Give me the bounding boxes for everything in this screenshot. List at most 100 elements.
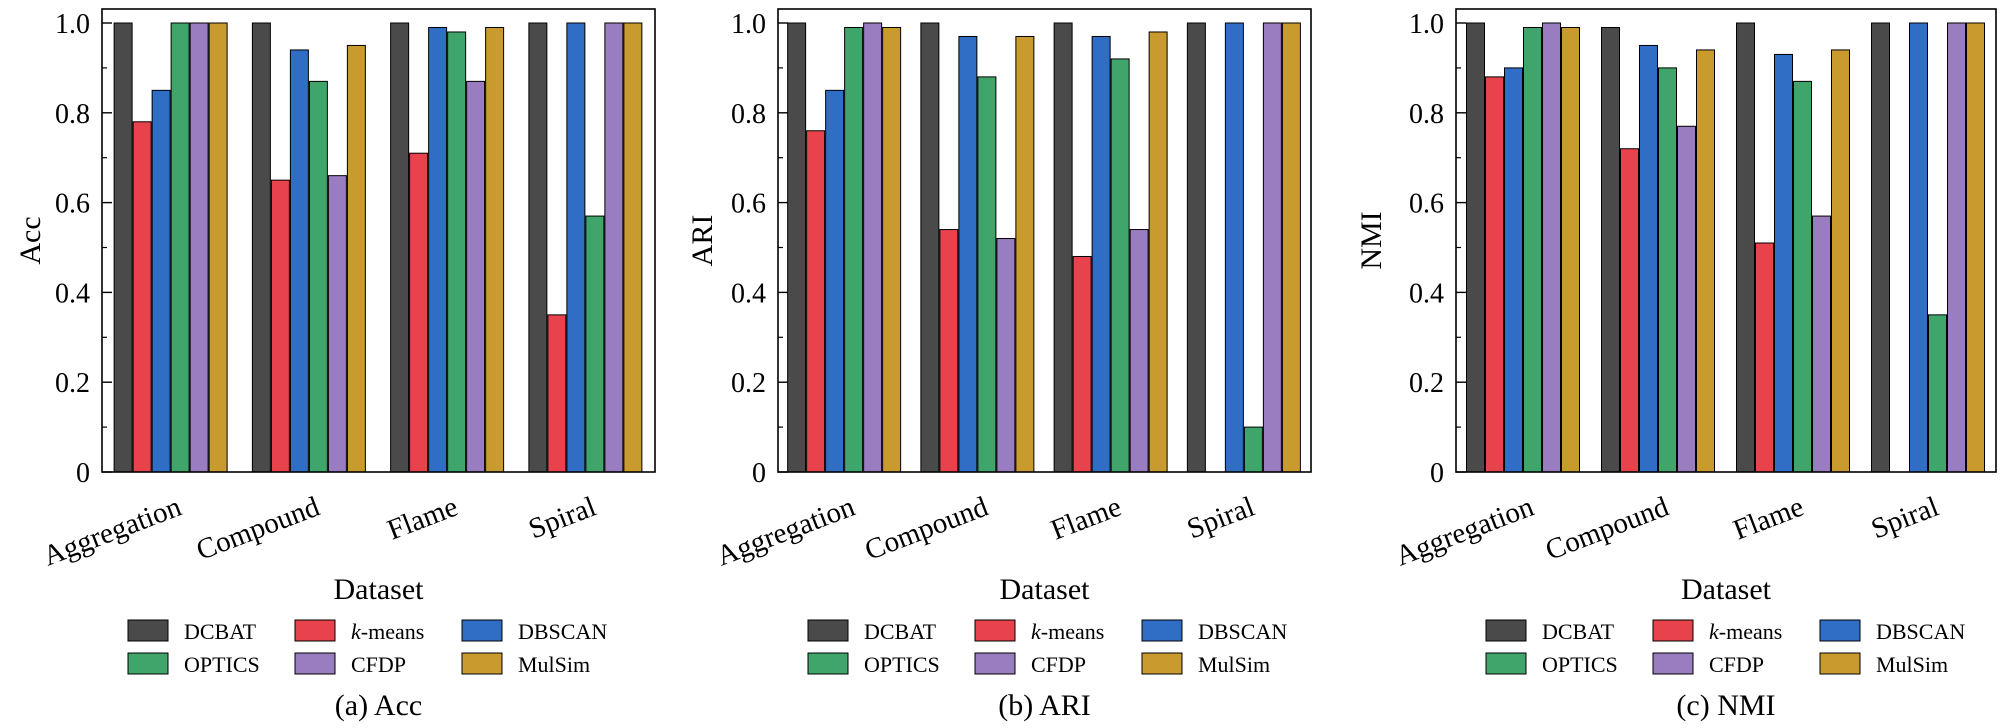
y-tick-label: 0.8 (1409, 99, 1444, 130)
legend-swatch (807, 619, 849, 642)
bar-dcbat-flame (390, 22, 410, 473)
legend-label: OPTICS (184, 652, 260, 677)
bar-cfdp-spiral (1947, 22, 1966, 473)
y-tick-label: 0.2 (731, 368, 766, 399)
bar-dbscan-flame (1774, 53, 1793, 473)
x-tick-label: Flame (1046, 491, 1125, 547)
y-tick-label: 0.8 (55, 99, 90, 130)
legend-label: OPTICS (1542, 652, 1618, 677)
bar-k-means-compound (270, 179, 290, 473)
bar-k-means-flame (1072, 255, 1092, 473)
y-tick-label: 0 (76, 458, 90, 489)
legend-swatch (294, 619, 336, 642)
legend-label: DBSCAN (1198, 619, 1287, 644)
legend-swatch (1819, 652, 1861, 675)
legend-label: MulSim (1198, 652, 1270, 677)
x-axis-label: Dataset (1000, 573, 1091, 606)
bar-dbscan-flame (1091, 35, 1111, 473)
panel-caption: (a) Acc (335, 689, 422, 722)
x-tick-label: Flame (1729, 491, 1808, 547)
bar-dcbat-aggregation (113, 22, 133, 473)
bar-k-means-flame (1755, 242, 1774, 473)
legend-swatch (974, 652, 1016, 675)
bar-dcbat-aggregation (787, 22, 807, 473)
bar-mulsim-compound (1696, 49, 1715, 473)
bar-optics-spiral (1928, 314, 1947, 473)
bar-optics-aggregation (1523, 26, 1542, 473)
legend-swatch (1652, 619, 1694, 642)
bar-mulsim-flame (1148, 31, 1168, 473)
bar-optics-compound (1658, 67, 1677, 473)
legend-swatch (1485, 619, 1527, 642)
bar-dcbat-spiral (1871, 22, 1890, 473)
bar-optics-aggregation (170, 22, 190, 473)
x-tick-label: Compound (861, 490, 993, 566)
bar-cfdp-spiral (1262, 22, 1282, 473)
bar-cfdp-aggregation (1542, 22, 1561, 473)
bar-cfdp-compound (1677, 125, 1696, 473)
bar-dbscan-spiral (1224, 22, 1244, 473)
bar-mulsim-flame (1831, 49, 1850, 473)
legend-swatch (127, 652, 169, 675)
legend-swatch (461, 652, 503, 675)
x-tick-label: Compound (192, 490, 324, 566)
x-tick-label: Spiral (1183, 491, 1259, 546)
bar-cfdp-compound (327, 175, 347, 473)
axes-frame (101, 8, 656, 473)
bar-k-means-aggregation (132, 121, 152, 473)
bar-dbscan-aggregation (151, 89, 171, 473)
legend-swatch (1141, 652, 1183, 675)
x-axis-label: Dataset (334, 573, 425, 606)
y-tick-label: 0.6 (55, 189, 90, 220)
bar-optics-compound (308, 80, 328, 473)
bar-cfdp-aggregation (189, 22, 209, 473)
x-tick-label: Aggregation (39, 490, 186, 572)
bar-optics-flame (447, 31, 467, 473)
bar-dbscan-spiral (566, 22, 586, 473)
y-tick-label: 0 (1430, 458, 1444, 489)
axes-frame (777, 8, 1312, 473)
y-tick-label: 1.0 (1409, 9, 1444, 40)
bar-k-means-aggregation (806, 130, 826, 473)
bar-optics-spiral (1243, 426, 1263, 473)
bar-dcbat-spiral (528, 22, 548, 473)
y-tick-label: 1.0 (55, 9, 90, 40)
bar-k-means-compound (939, 229, 959, 473)
bar-mulsim-spiral (623, 22, 643, 473)
y-tick-label: 0.6 (731, 189, 766, 220)
bar-mulsim-compound (346, 44, 366, 473)
legend-label: DBSCAN (1876, 619, 1965, 644)
panel-caption: (b) ARI (998, 689, 1091, 722)
bar-cfdp-spiral (604, 22, 624, 473)
legend-swatch (127, 619, 169, 642)
y-tick-label: 0.4 (1409, 278, 1444, 309)
legend-label: CFDP (1031, 652, 1086, 677)
bar-k-means-compound (1620, 148, 1639, 473)
legend-swatch (974, 619, 1016, 642)
bar-optics-aggregation (844, 26, 864, 473)
legend-label: DBSCAN (518, 619, 607, 644)
legend-swatch (1819, 619, 1861, 642)
y-axis-label: ARI (686, 215, 719, 267)
bar-optics-compound (977, 76, 997, 473)
bar-dbscan-compound (1639, 44, 1658, 473)
y-tick-label: 0.2 (55, 368, 90, 399)
legend-label: DCBAT (1542, 619, 1615, 644)
x-tick-label: Aggregation (1391, 490, 1538, 572)
bar-optics-spiral (585, 215, 605, 473)
y-tick-label: 1.0 (731, 9, 766, 40)
bar-dcbat-compound (251, 22, 271, 473)
bar-mulsim-aggregation (1561, 26, 1580, 473)
legend-swatch (461, 619, 503, 642)
legend-label: k-means (351, 619, 424, 644)
bar-dcbat-aggregation (1466, 22, 1485, 473)
chart-panel-2: Aggregation Compound Flame Spiral 0 0.2 0.4 0.6… (686, 8, 1312, 722)
legend-label: DCBAT (184, 619, 257, 644)
y-axis-label: NMI (1355, 211, 1388, 269)
legend-swatch (294, 652, 336, 675)
legend-swatch (1141, 619, 1183, 642)
bar-mulsim-aggregation (208, 22, 228, 473)
legend-label: MulSim (518, 652, 590, 677)
legend-label: CFDP (351, 652, 406, 677)
bar-cfdp-flame (1129, 229, 1149, 473)
